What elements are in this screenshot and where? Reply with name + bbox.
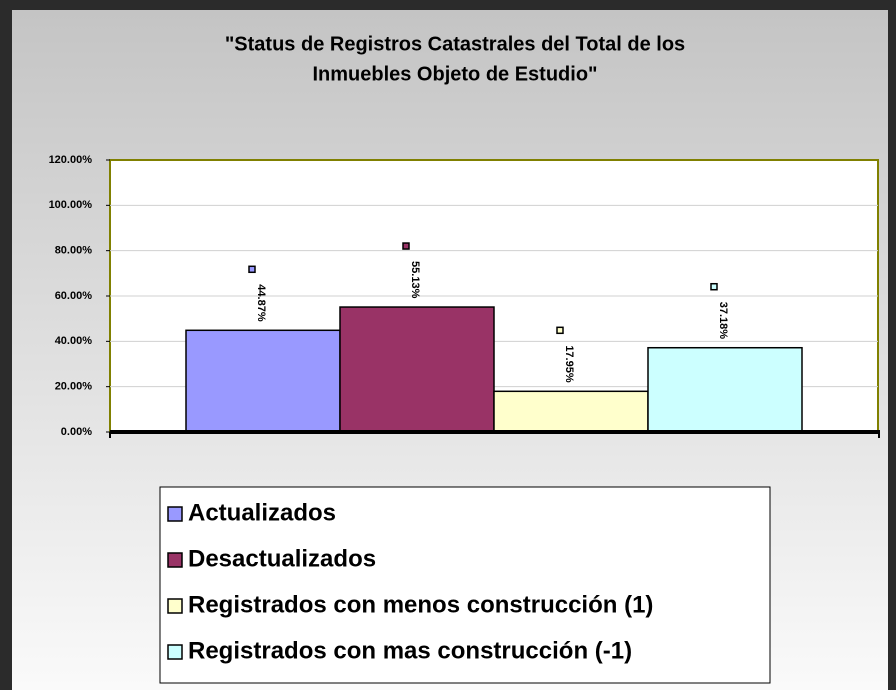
y-tick-label: 120.00% xyxy=(49,154,93,166)
label-key xyxy=(556,326,564,335)
bar xyxy=(647,346,803,433)
legend-label: Desactualizados xyxy=(188,545,376,572)
bar xyxy=(493,390,649,433)
bar xyxy=(185,329,341,433)
value-label: 17.95% xyxy=(563,345,575,383)
legend-key xyxy=(167,552,183,568)
label-key xyxy=(248,265,256,274)
value-label: 44.87% xyxy=(255,284,267,322)
legend-key xyxy=(167,598,183,614)
y-tick-label: 20.00% xyxy=(55,381,93,393)
value-label: 55.13% xyxy=(409,261,421,299)
y-tick-label: 100.00% xyxy=(49,199,93,211)
y-tick-label: 60.00% xyxy=(55,290,93,302)
y-tick-label: 0.00% xyxy=(61,426,92,438)
legend-key xyxy=(167,506,183,522)
label-key xyxy=(402,242,410,250)
legend-label: Registrados con menos construcción (1) xyxy=(188,591,653,618)
legend-label: Actualizados xyxy=(188,499,336,526)
legend xyxy=(159,486,771,684)
chart-title: "Status de Registros Catastrales del Tot… xyxy=(225,33,685,55)
label-key xyxy=(710,282,718,291)
legend-key xyxy=(167,644,183,660)
y-tick-label: 80.00% xyxy=(55,245,93,257)
legend-label: Registrados con mas construcción (-1) xyxy=(188,637,632,664)
y-tick-label: 40.00% xyxy=(55,335,93,347)
value-label: 37.18% xyxy=(717,302,729,340)
bar xyxy=(339,306,495,433)
chart-title: Inmuebles Objeto de Estudio" xyxy=(312,63,597,85)
